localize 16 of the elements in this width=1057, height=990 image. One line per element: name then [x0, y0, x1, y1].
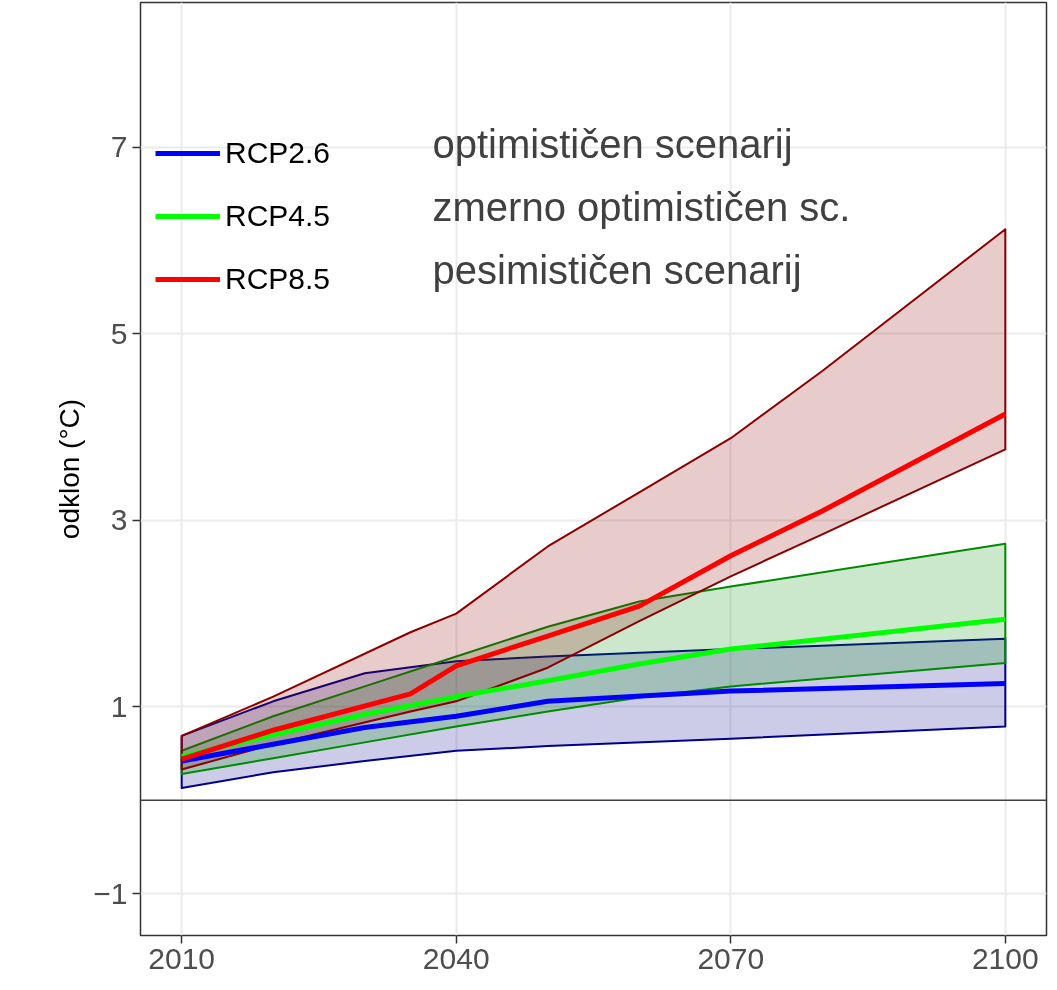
- annotation: zmerno optimističen sc.: [432, 184, 851, 229]
- y-tick-label: 5: [110, 316, 128, 350]
- x-tick-label: 2100: [971, 941, 1039, 975]
- annotation: optimističen scenarij: [432, 121, 793, 166]
- y-tick-label: 1: [110, 689, 128, 723]
- x-tick-label: 2040: [422, 941, 490, 975]
- y-tick-label: −1: [93, 876, 128, 910]
- legend-label: RCP4.5: [225, 198, 331, 234]
- y-axis-title: odklon (°C): [54, 398, 86, 540]
- x-tick-label: 2070: [697, 941, 765, 975]
- legend-label: RCP2.6: [225, 135, 331, 171]
- y-tick-label: 7: [110, 130, 128, 164]
- annotation: pesimističen scenarij: [432, 247, 802, 292]
- x-tick-label: 2010: [148, 941, 216, 975]
- y-tick-label: 3: [110, 503, 128, 537]
- legend-label: RCP8.5: [225, 261, 331, 297]
